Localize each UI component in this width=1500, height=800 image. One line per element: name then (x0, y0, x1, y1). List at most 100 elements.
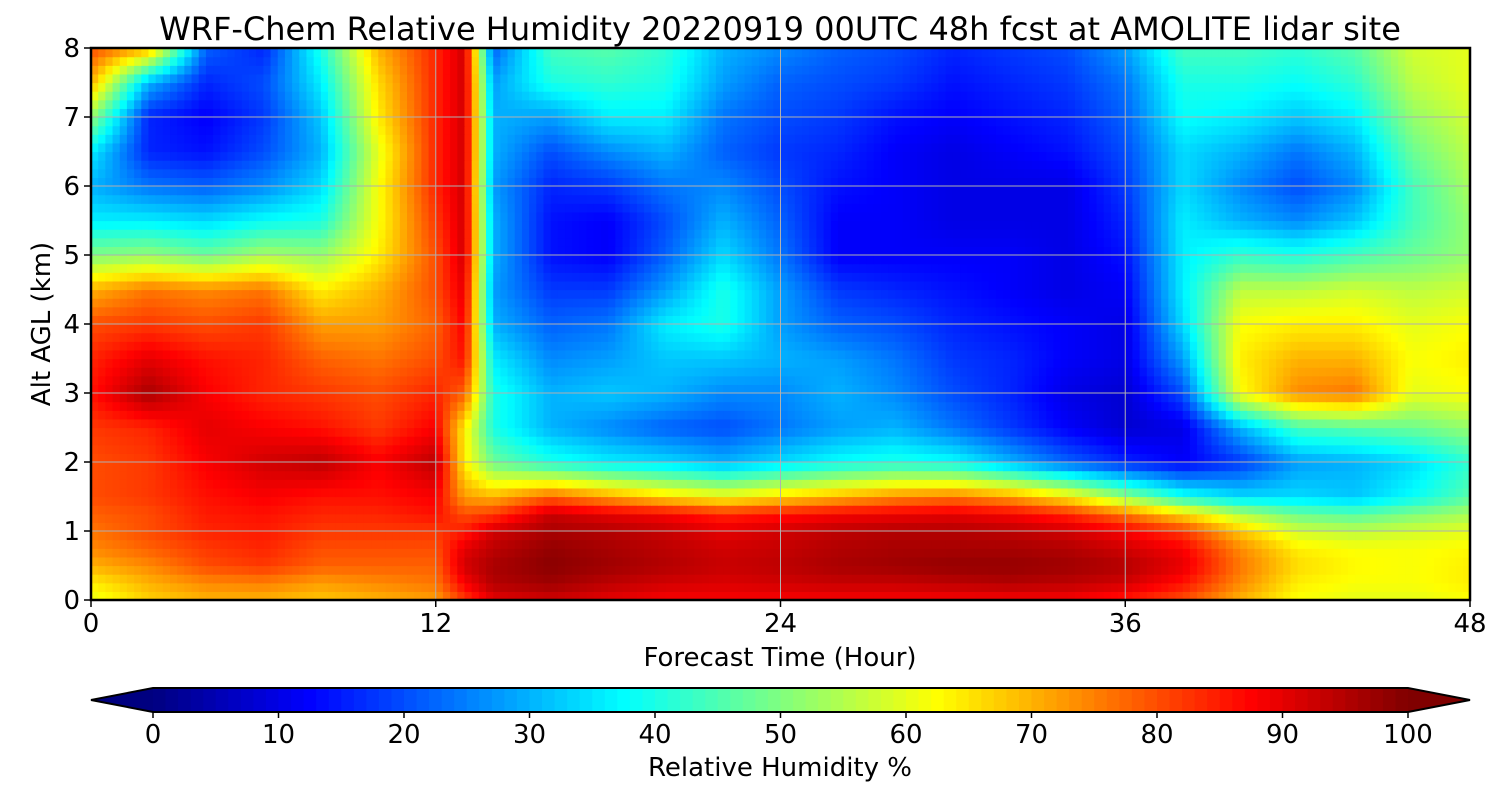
heatmap-cell (1182, 444, 1191, 454)
heatmap-cell (823, 393, 832, 403)
heatmap-cell (600, 582, 609, 592)
heatmap-cell (1060, 418, 1069, 429)
heatmap-cell (967, 591, 976, 600)
heatmap-cell (1247, 565, 1256, 575)
heatmap-cell (1326, 462, 1335, 472)
heatmap-cell (1383, 436, 1392, 446)
heatmap-cell (205, 470, 214, 480)
heatmap-cell (170, 444, 178, 454)
heatmap-cell (1398, 375, 1406, 385)
heatmap-cell (184, 462, 193, 472)
heatmap-cell (708, 453, 717, 463)
heatmap-cell (1089, 410, 1098, 420)
heatmap-cell (737, 556, 746, 567)
heatmap-cell (823, 548, 832, 558)
heatmap-cell (622, 513, 631, 523)
heatmap-cell (1003, 375, 1011, 385)
heatmap-cell (1103, 418, 1112, 429)
heatmap-cell (270, 556, 279, 567)
heatmap-cell (1276, 496, 1284, 506)
heatmap-cell (960, 375, 968, 385)
heatmap-cell (1412, 418, 1421, 429)
heatmap-cell (730, 401, 738, 411)
heatmap-cell (1419, 582, 1428, 592)
heatmap-cell (1455, 444, 1464, 454)
heatmap-cell (1218, 505, 1227, 515)
heatmap-cell (550, 574, 559, 584)
heatmap-cell (730, 513, 738, 523)
heatmap-cell (730, 375, 738, 385)
heatmap-cell (802, 453, 810, 463)
heatmap-cell (457, 505, 466, 515)
heatmap-cell (292, 436, 300, 446)
heatmap-cell (1082, 531, 1090, 541)
heatmap-cell (234, 565, 243, 575)
heatmap-cell (141, 574, 150, 584)
heatmap-cell (306, 565, 315, 575)
heatmap-cell (730, 444, 738, 454)
heatmap-cell (1031, 479, 1040, 489)
heatmap-cell (636, 574, 645, 584)
heatmap-cell (205, 531, 214, 541)
heatmap-cell (780, 444, 789, 454)
heatmap-cell (1455, 591, 1464, 600)
heatmap-cell (198, 522, 207, 532)
heatmap-cell (744, 410, 753, 420)
heatmap-cell (658, 401, 667, 411)
heatmap-cell (952, 487, 961, 498)
heatmap-cell (1082, 565, 1090, 575)
heatmap-cell (98, 565, 106, 575)
heatmap-cell (493, 548, 501, 558)
heatmap-cell (205, 418, 214, 429)
heatmap-cell (105, 453, 114, 463)
heatmap-cell (1211, 479, 1220, 489)
heatmap-cell (277, 470, 286, 480)
heatmap-cell (1276, 548, 1284, 558)
heatmap-cell (1347, 522, 1356, 532)
heatmap-cell (1283, 418, 1292, 429)
heatmap-cell (1139, 375, 1148, 385)
heatmap-cell (356, 418, 365, 429)
heatmap-cell (371, 393, 379, 403)
heatmap-cell (608, 410, 616, 420)
heatmap-cell (1082, 479, 1090, 489)
heatmap-cell (1046, 427, 1055, 437)
heatmap-cell (924, 410, 932, 420)
heatmap-cell (1376, 453, 1385, 463)
heatmap-cell (780, 531, 789, 541)
heatmap-cell (687, 462, 695, 472)
heatmap-cell (823, 556, 832, 567)
heatmap-cell (859, 487, 868, 498)
heatmap-cell (450, 384, 458, 394)
heatmap-cell (1225, 539, 1234, 549)
heatmap-cell (938, 427, 947, 437)
heatmap-cell (1225, 436, 1234, 446)
heatmap-cell (392, 487, 401, 498)
heatmap-cell (672, 591, 681, 600)
heatmap-cell (1175, 556, 1184, 567)
heatmap-cell (773, 548, 782, 558)
heatmap-cell (916, 513, 925, 523)
heatmap-cell (112, 565, 121, 575)
heatmap-cell (162, 427, 171, 437)
heatmap-cell (873, 522, 882, 532)
heatmap-cell (277, 393, 286, 403)
heatmap-cell (428, 393, 437, 403)
heatmap-cell (1024, 427, 1033, 437)
heatmap-cell (1261, 410, 1270, 420)
heatmap-cell (1333, 539, 1342, 549)
heatmap-cell (1441, 565, 1450, 575)
heatmap-cell (1390, 393, 1399, 403)
heatmap-cell (256, 462, 264, 472)
heatmap-cell (1003, 418, 1011, 429)
heatmap-cell (220, 513, 229, 523)
heatmap-cell (407, 401, 415, 411)
heatmap-cell (184, 418, 193, 429)
heatmap-cell (399, 556, 408, 567)
heatmap-cell (830, 531, 839, 541)
heatmap-cell (952, 444, 961, 454)
heatmap-cell (227, 436, 236, 446)
heatmap-cell (486, 539, 494, 549)
heatmap-cell (730, 436, 738, 446)
heatmap-cell (974, 393, 983, 403)
